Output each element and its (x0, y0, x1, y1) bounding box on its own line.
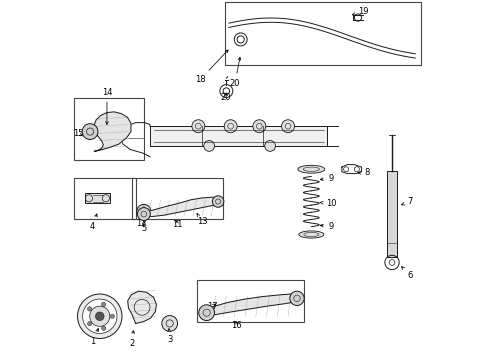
Circle shape (265, 140, 275, 151)
Circle shape (212, 196, 224, 207)
Circle shape (137, 208, 150, 221)
Text: 20: 20 (230, 57, 241, 88)
Bar (74, 178, 136, 220)
Text: 7: 7 (402, 197, 413, 206)
Circle shape (290, 291, 304, 306)
Circle shape (199, 305, 215, 320)
Ellipse shape (298, 165, 325, 173)
Bar (74, 98, 144, 160)
Circle shape (110, 314, 115, 319)
Circle shape (101, 302, 106, 306)
Circle shape (77, 294, 122, 338)
Polygon shape (203, 294, 299, 316)
Circle shape (87, 321, 92, 326)
Text: 8: 8 (358, 168, 369, 177)
Text: 6: 6 (402, 267, 413, 279)
Text: 11: 11 (172, 220, 182, 229)
Circle shape (82, 124, 98, 139)
Text: 9: 9 (320, 174, 334, 183)
Text: 1: 1 (90, 329, 98, 346)
Circle shape (204, 140, 215, 151)
Circle shape (192, 120, 205, 133)
Bar (196, 280, 304, 321)
Text: 9: 9 (320, 222, 334, 231)
Text: 17: 17 (207, 302, 218, 311)
Text: 3: 3 (167, 329, 172, 344)
Circle shape (137, 204, 151, 219)
Circle shape (282, 120, 294, 133)
Text: 14: 14 (102, 87, 112, 124)
Polygon shape (128, 291, 156, 323)
Bar (132, 178, 223, 220)
Circle shape (101, 326, 106, 330)
Text: 5: 5 (141, 221, 147, 233)
Bar (85, 193, 110, 203)
Circle shape (224, 120, 237, 133)
Polygon shape (95, 112, 131, 151)
Text: 13: 13 (196, 213, 207, 226)
Bar (387, 171, 397, 257)
Text: 20: 20 (220, 93, 231, 102)
Circle shape (90, 306, 110, 326)
Text: 18: 18 (195, 50, 228, 84)
Circle shape (87, 307, 92, 311)
Text: 15: 15 (73, 129, 83, 138)
Text: 2: 2 (129, 330, 135, 348)
Text: 19: 19 (352, 7, 368, 16)
Bar (150, 126, 327, 146)
Circle shape (253, 120, 266, 133)
Ellipse shape (299, 231, 324, 238)
Polygon shape (141, 197, 219, 217)
Bar (225, 3, 421, 65)
Circle shape (96, 312, 104, 320)
Circle shape (162, 316, 177, 331)
Text: 16: 16 (231, 321, 242, 330)
Text: 12: 12 (136, 215, 146, 228)
Text: 4: 4 (90, 214, 97, 231)
Circle shape (82, 299, 117, 333)
Text: 10: 10 (320, 199, 336, 208)
